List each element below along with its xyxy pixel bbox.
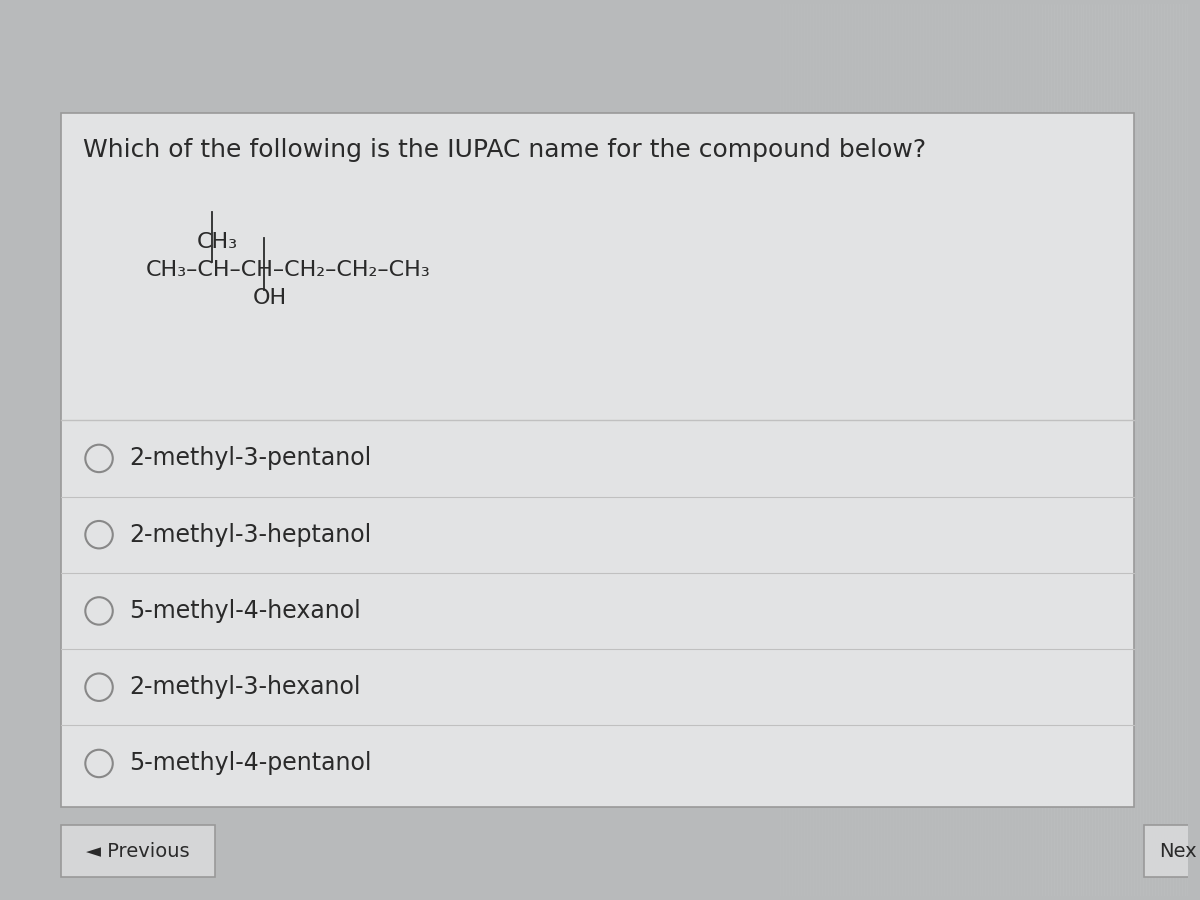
Text: 2-methyl-3-heptanol: 2-methyl-3-heptanol xyxy=(128,523,371,546)
Text: ◄ Previous: ◄ Previous xyxy=(86,842,190,860)
Text: 5-methyl-4-hexanol: 5-methyl-4-hexanol xyxy=(128,598,360,623)
Text: CH₃–CH–CH–CH₂–CH₂–CH₃: CH₃–CH–CH–CH₂–CH₂–CH₃ xyxy=(145,260,431,280)
Bar xyxy=(61,825,215,877)
Bar xyxy=(61,113,1134,806)
Text: 2-methyl-3-pentanol: 2-methyl-3-pentanol xyxy=(128,446,371,471)
Text: OH: OH xyxy=(252,288,287,308)
Text: Nex: Nex xyxy=(1159,842,1196,860)
Text: Which of the following is the IUPAC name for the compound below?: Which of the following is the IUPAC name… xyxy=(83,138,926,162)
Bar xyxy=(1144,825,1200,877)
Text: 2-methyl-3-hexanol: 2-methyl-3-hexanol xyxy=(128,675,360,699)
Text: 5-methyl-4-pentanol: 5-methyl-4-pentanol xyxy=(128,752,371,776)
Text: CH₃: CH₃ xyxy=(197,232,239,252)
